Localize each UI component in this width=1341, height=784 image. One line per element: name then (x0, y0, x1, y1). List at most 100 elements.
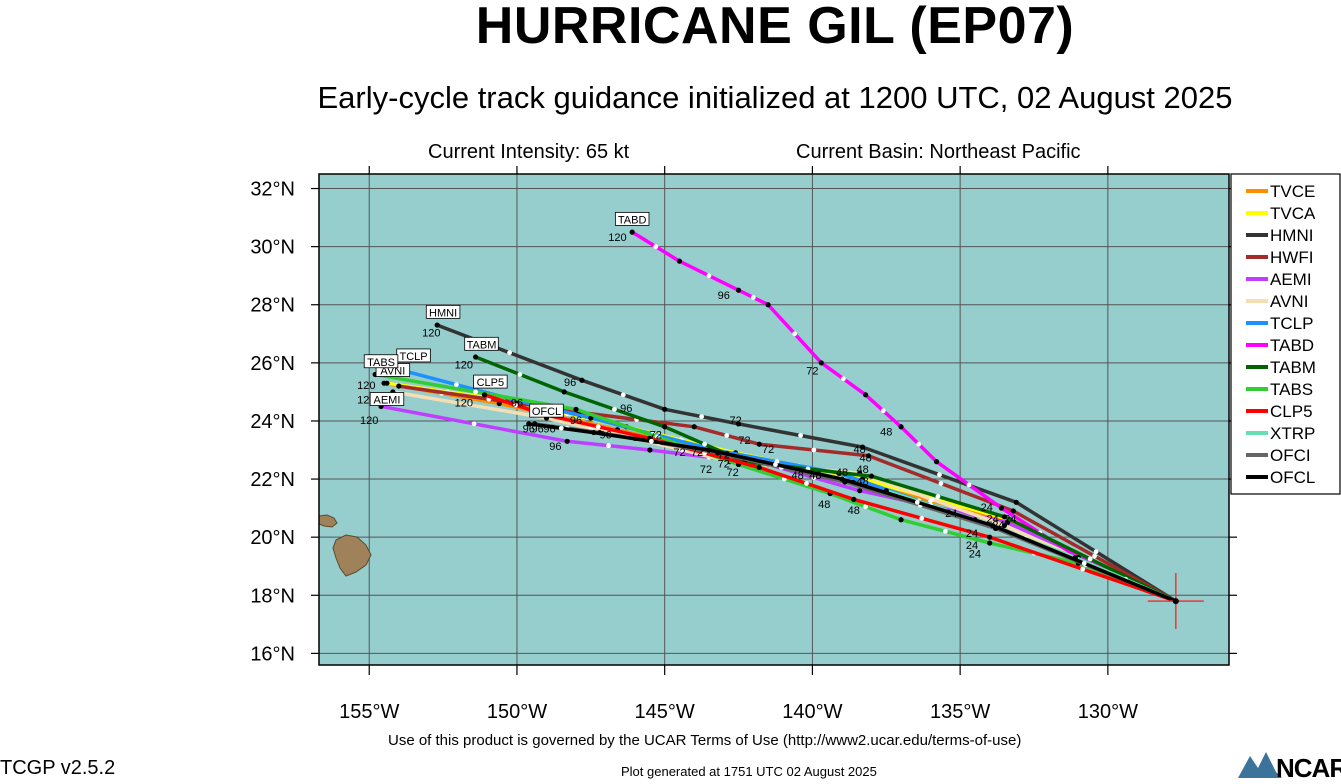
track-midpoint (612, 406, 617, 412)
track-point (1013, 499, 1019, 505)
legend-label: HWFI (1270, 248, 1313, 267)
track-label-clp5: CLP5 (473, 374, 508, 389)
legend-label: OFCI (1270, 446, 1311, 465)
track-midpoint (841, 376, 846, 382)
legend-box (1230, 173, 1341, 495)
model-tracks (372, 229, 1177, 603)
forecast-hour-label: 48 (859, 453, 871, 465)
track-midpoint (966, 482, 972, 488)
current-basin: Current Basin: Northeast Pacific (796, 141, 1081, 163)
forecast-hour-label: 96 (620, 403, 632, 415)
track-point (573, 406, 579, 412)
track-label-text: HMNI (429, 307, 457, 319)
forecast-hour-label: 96 (523, 424, 535, 436)
forecast-hour-label: 72 (691, 447, 703, 459)
legend-label: TABS (1270, 380, 1313, 399)
legend-item-xtrp: XTRP (1246, 424, 1315, 443)
track-point (933, 459, 940, 465)
track-label-box (473, 374, 508, 389)
track-midpoint (880, 408, 886, 414)
legend-label: TVCE (1270, 182, 1315, 201)
forecast-hour-label: 48 (836, 467, 848, 479)
forecast-hour-label: 24 (945, 508, 957, 520)
current-intensity: Current Intensity: 65 kt (428, 141, 630, 163)
track-point (526, 421, 532, 427)
track-label-text: TCLP (399, 351, 427, 363)
track-label-aemi: AEMI (369, 392, 405, 407)
track-point (662, 406, 668, 412)
legend-item-tabm: TABM (1246, 358, 1316, 377)
track-point (990, 522, 996, 529)
ncar-logo-mark (1238, 752, 1282, 778)
track-midpoint (1087, 556, 1093, 562)
legend-label: OFCL (1270, 468, 1315, 487)
track-point (384, 380, 390, 386)
track-label-box (529, 403, 564, 418)
legend-label: TCLP (1270, 314, 1313, 333)
forecast-hour-label: 96 (511, 397, 523, 409)
track-point (662, 424, 668, 430)
forecast-hour-label: 96 (543, 424, 555, 436)
track-point (735, 287, 742, 293)
forecast-hour-label: 48 (818, 499, 830, 511)
track-point (691, 424, 697, 430)
forecast-hour-label: 72 (738, 435, 750, 447)
track-midpoint (863, 504, 868, 510)
forecast-hour-label: 120 (422, 328, 440, 340)
track-point (1001, 514, 1008, 520)
track-midpoint (606, 443, 611, 449)
ocean-background (319, 174, 1229, 665)
track-midpoint (620, 392, 626, 398)
track-midpoint (453, 382, 459, 388)
forecast-hour-label: 72 (727, 467, 739, 479)
axes: 155°W 150°W 145°W 140°W 135°W 130°W 16°N 18°N 20… (250, 166, 1237, 723)
legend-label: TABD (1270, 336, 1314, 355)
track-label-ofcl: OFCL (529, 403, 564, 418)
track-point (865, 453, 872, 459)
track-point (898, 517, 904, 523)
track-point (647, 447, 653, 453)
track-point (706, 447, 712, 453)
lat-tick-label: 18°N (250, 585, 295, 607)
track-label-text: TABS (367, 357, 395, 369)
ncar-logo: NCAR (1276, 753, 1341, 783)
forecast-hour-label: 48 (854, 444, 866, 456)
track-point (987, 534, 993, 540)
forecast-hour-label: 72 (806, 365, 818, 377)
forecast-hour-label: 96 (532, 424, 544, 436)
legend-item-tabd: TABD (1246, 336, 1314, 355)
forecast-hour-label: 24 (992, 519, 1004, 531)
legend-item-tvce: TVCE (1246, 182, 1315, 201)
lon-tick-label: 150°W (487, 701, 547, 723)
lon-tick-label: 130°W (1078, 701, 1138, 723)
lat-tick-label: 30°N (250, 237, 295, 259)
forecast-hour-label: 48 (792, 470, 804, 482)
big-island (332, 534, 372, 577)
track-label-text: CLP5 (477, 377, 505, 389)
track-point (676, 258, 683, 264)
track-midpoint (938, 481, 944, 486)
track-point (579, 377, 585, 383)
track-point (564, 438, 570, 444)
forecast-hour-label: 96 (564, 377, 576, 389)
track-label-box (425, 304, 461, 319)
track-midpoint (706, 273, 712, 279)
legend-label: HMNI (1270, 226, 1313, 245)
track-midpoint (653, 244, 659, 250)
track-label-text: AVNI (380, 365, 405, 377)
track-midpoint (935, 494, 941, 499)
forecast-hour-label: 72 (650, 429, 662, 441)
track-midpoint (513, 402, 518, 408)
track-midpoint (473, 389, 478, 395)
track-point (588, 415, 594, 421)
legend-label: CLP5 (1270, 402, 1313, 421)
lon-tick-label: 145°W (635, 701, 695, 723)
version-label: TCGP v2.5.2 (0, 757, 116, 779)
forecast-hour-label: 24 (966, 540, 978, 552)
track-midpoint (937, 472, 942, 478)
track-point (868, 473, 875, 479)
forecast-hour-label: 120 (357, 380, 375, 392)
track-label-box (363, 354, 399, 369)
track-point (735, 421, 742, 427)
